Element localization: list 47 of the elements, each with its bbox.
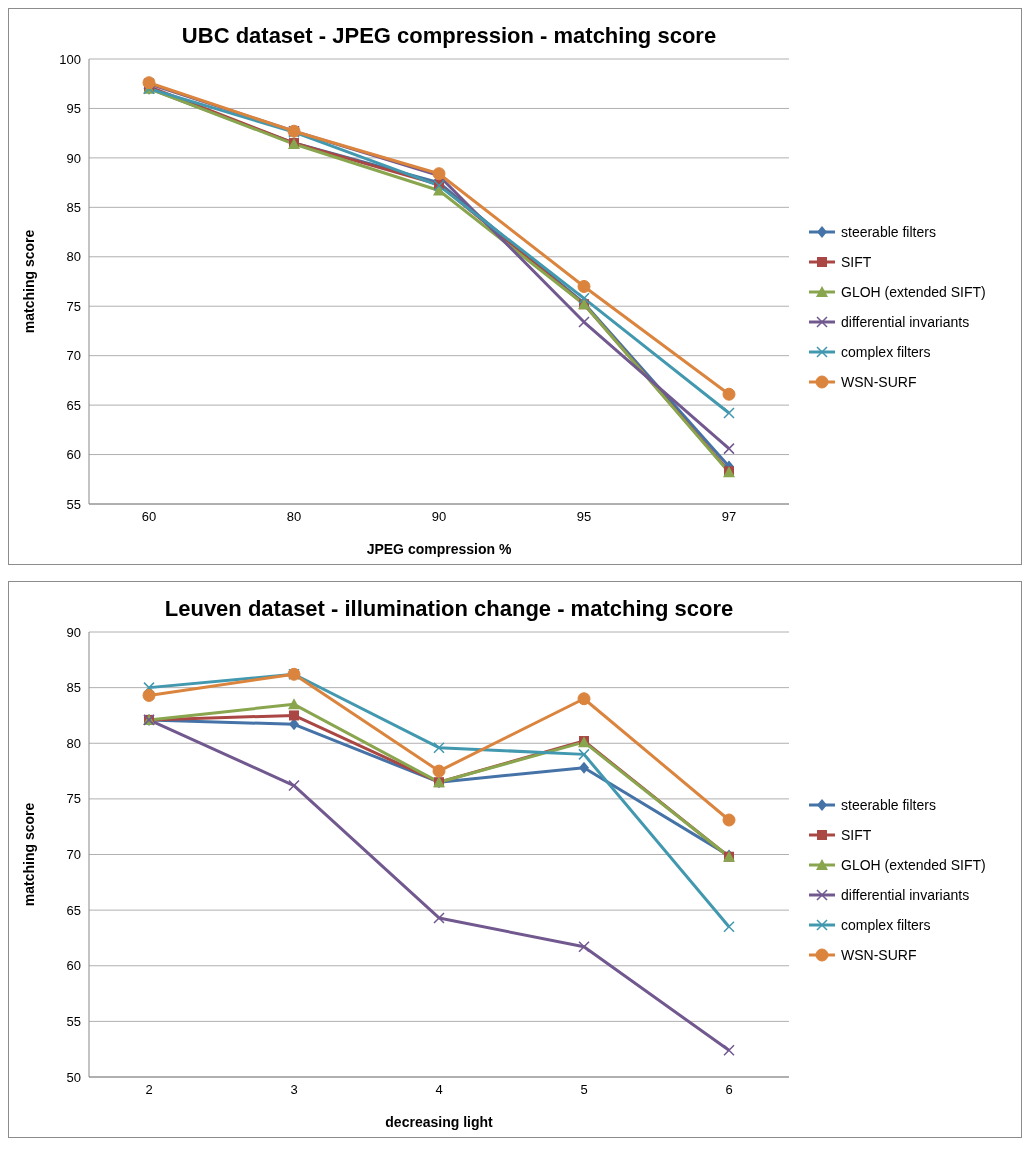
y-tick-label: 80 <box>66 249 81 265</box>
y-tick-label: 100 <box>59 51 81 67</box>
y-tick-label: 85 <box>66 680 81 696</box>
legend-label: SIFT <box>841 826 872 843</box>
y-tick-label: 65 <box>66 902 81 918</box>
y-tick-label: 85 <box>66 199 81 215</box>
y-tick-label: 80 <box>66 735 81 751</box>
y-tick-label: 75 <box>66 298 81 314</box>
x-tick-label: 3 <box>290 1082 298 1098</box>
x-tick-label: 2 <box>145 1082 153 1098</box>
legend-label: WSN-SURF <box>841 373 917 390</box>
x-tick-label: 4 <box>435 1082 443 1098</box>
chart-title: UBC dataset - JPEG compression - matching score <box>180 22 718 49</box>
x-tick-label: 5 <box>580 1082 588 1098</box>
x-tick-label: 60 <box>141 509 157 525</box>
y-axis-title: matching score <box>20 229 37 334</box>
y-tick-label: 55 <box>66 1013 81 1029</box>
y-tick-label: 65 <box>66 397 81 413</box>
legend-label: complex filters <box>841 916 931 933</box>
y-tick-label: 90 <box>66 150 81 166</box>
legend-label: complex filters <box>841 343 931 360</box>
x-tick-label: 6 <box>725 1082 733 1098</box>
legend-label: SIFT <box>841 253 872 270</box>
y-tick-label: 60 <box>66 958 81 974</box>
y-tick-label: 55 <box>66 496 81 512</box>
y-tick-label: 95 <box>66 101 81 117</box>
y-axis-title: matching score <box>20 802 37 907</box>
y-tick-label: 70 <box>66 348 81 364</box>
y-tick-label: 75 <box>66 791 81 807</box>
legend-label: GLOH (extended SIFT) <box>841 283 986 300</box>
chart-title: Leuven dataset - illumination change - matching score <box>163 595 735 622</box>
x-tick-label: 97 <box>721 509 737 525</box>
x-tick-label: 95 <box>576 509 592 525</box>
legend-label: differential invariants <box>841 313 970 330</box>
legend-label: steerable filters <box>841 223 936 240</box>
y-tick-label: 90 <box>66 624 81 640</box>
y-tick-label: 50 <box>66 1069 81 1085</box>
x-tick-label: 90 <box>431 509 447 525</box>
legend-label: GLOH (extended SIFT) <box>841 856 986 873</box>
legend-label: WSN-SURF <box>841 946 917 963</box>
legend-label: differential invariants <box>841 886 970 903</box>
x-tick-label: 80 <box>286 509 302 525</box>
x-axis-title: decreasing light <box>385 1114 494 1130</box>
y-tick-label: 60 <box>66 447 81 463</box>
x-axis-title: JPEG compression % <box>366 541 512 557</box>
legend-label: steerable filters <box>841 796 936 813</box>
y-tick-label: 70 <box>66 847 81 863</box>
